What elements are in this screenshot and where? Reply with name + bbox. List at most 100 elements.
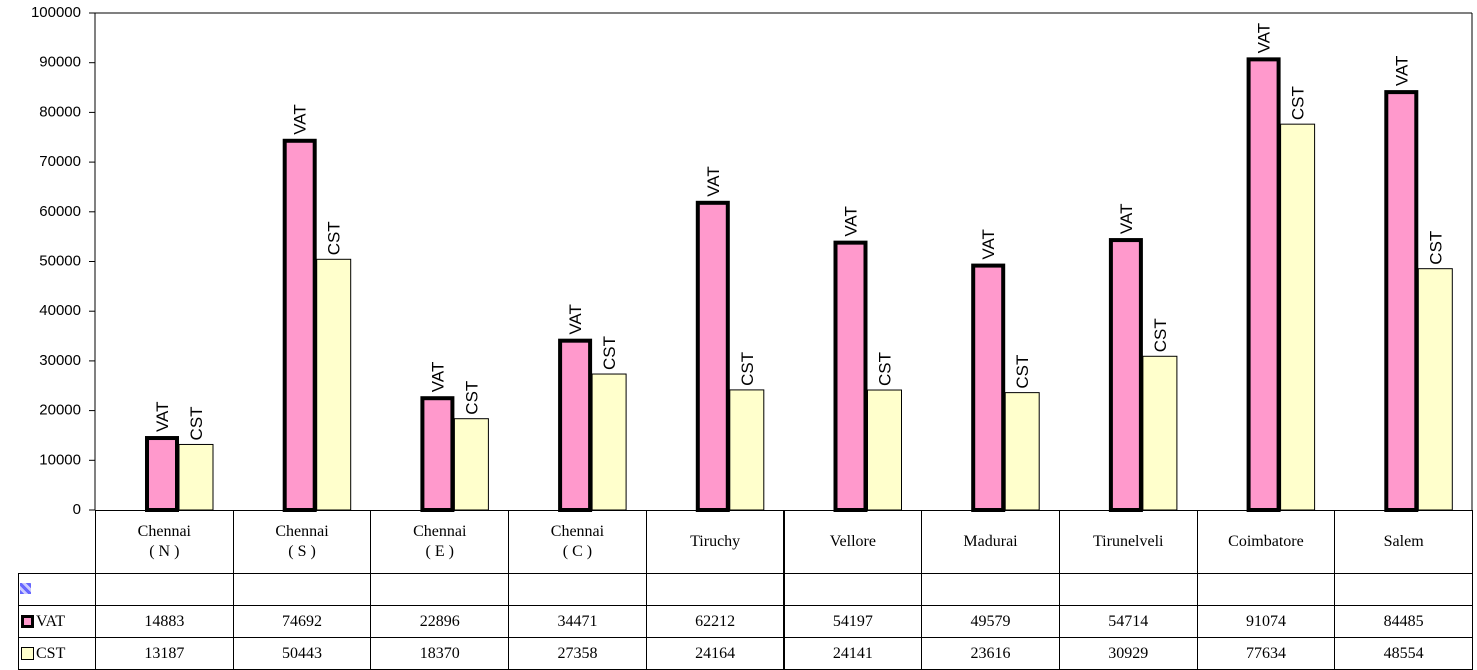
bar (558, 338, 593, 513)
bar (420, 396, 455, 512)
legend-cell: VAT (18, 605, 96, 638)
value-cell: 77634 (1196, 637, 1336, 670)
value-cell: 49579 (921, 605, 1060, 638)
blank-cell (783, 573, 923, 606)
bar (1004, 392, 1040, 511)
bar-label: CST (325, 221, 344, 255)
bar (1142, 355, 1178, 511)
category-cell: Chennai ( E ) (370, 510, 510, 574)
bar-label: CST (462, 381, 481, 415)
category-cell: Coimbatore (1196, 510, 1336, 574)
y-tick-label: 0 (73, 501, 81, 518)
bar (1384, 90, 1419, 512)
bar (453, 418, 489, 511)
value-cell: 34471 (508, 605, 647, 638)
value-cell: 62212 (645, 605, 785, 638)
bar (971, 263, 1006, 512)
y-tick-label: 40000 (39, 302, 81, 319)
bar (867, 389, 902, 511)
bar-label: CST (187, 406, 206, 440)
bar-label: VAT (153, 401, 172, 432)
blank-cell (1196, 573, 1336, 606)
value-cell: 18370 (370, 637, 510, 670)
y-tick-label: 30000 (39, 352, 81, 369)
value-cell: 50443 (232, 637, 372, 670)
legend-icon (20, 583, 31, 594)
category-cell: Tiruchy (645, 510, 785, 574)
bar-label: CST (600, 336, 619, 370)
bar-label: VAT (1117, 204, 1136, 235)
bar (695, 200, 730, 512)
bar-label: CST (1151, 318, 1170, 352)
bar (316, 258, 352, 511)
category-cell: Chennai ( C ) (508, 510, 647, 574)
bar-label: VAT (842, 206, 861, 237)
bar-label: CST (876, 352, 895, 386)
value-cell: 48554 (1334, 637, 1473, 670)
legend-label: VAT (36, 612, 66, 630)
bar-label: CST (1426, 231, 1445, 265)
value-cell: 74692 (232, 605, 372, 638)
legend-cell: CST (18, 637, 96, 670)
y-tick-label: 50000 (39, 252, 81, 269)
value-cell: 54714 (1058, 605, 1198, 638)
category-cell: Tirunelveli (1058, 510, 1198, 574)
legend-label: CST (36, 644, 66, 662)
y-tick-label: 80000 (39, 103, 81, 120)
blank-cell (645, 573, 785, 606)
y-tick-label: 60000 (39, 203, 81, 220)
value-cell: 22896 (370, 605, 510, 638)
y-tick-label: 10000 (39, 451, 81, 468)
value-cell: 27358 (508, 637, 647, 670)
y-tick-label: 100000 (31, 4, 81, 21)
y-tick-label: 70000 (39, 153, 81, 170)
category-cell: Salem (1334, 510, 1473, 574)
y-tick-label: 90000 (39, 54, 81, 71)
value-cell: 24141 (783, 637, 923, 670)
category-cell: Chennai ( S ) (232, 510, 372, 574)
blank-cell (508, 573, 647, 606)
bar (833, 240, 868, 513)
value-cell: 54197 (783, 605, 923, 638)
bar-label: VAT (1392, 56, 1411, 87)
y-tick-label: 20000 (39, 402, 81, 419)
bar (178, 443, 214, 511)
value-cell: 13187 (95, 637, 234, 670)
bar (591, 373, 627, 511)
bar-label: VAT (566, 304, 585, 335)
blank-cell (232, 573, 372, 606)
bar-label: VAT (704, 166, 723, 197)
legend-key (21, 647, 34, 660)
value-cell: 84485 (1334, 605, 1473, 638)
bar-label: VAT (428, 362, 447, 393)
bar (1246, 57, 1281, 513)
bar (282, 138, 317, 512)
bar-label: CST (1013, 355, 1032, 389)
blank-cell (921, 573, 1060, 606)
legend-key (21, 615, 34, 628)
value-cell: 91074 (1196, 605, 1336, 638)
bar-label: VAT (291, 104, 310, 135)
bar (1108, 238, 1143, 513)
value-cell: 24164 (645, 637, 785, 670)
bar-label: VAT (1255, 23, 1274, 54)
bar-label: VAT (979, 229, 998, 260)
bar (729, 389, 765, 511)
bar-label: CST (1289, 86, 1308, 120)
value-cell: 23616 (921, 637, 1060, 670)
category-cell: Vellore (783, 510, 923, 574)
value-cell: 30929 (1058, 637, 1198, 670)
category-cell: Chennai ( N ) (95, 510, 234, 574)
bar (1280, 123, 1316, 511)
value-cell: 14883 (95, 605, 234, 638)
bar (1417, 268, 1453, 511)
blank-cell (370, 573, 510, 606)
bar (145, 436, 179, 513)
blank-cell (1334, 573, 1473, 606)
bar-label: CST (738, 352, 757, 386)
category-cell: Madurai (921, 510, 1060, 574)
blank-cell (95, 573, 234, 606)
blank-cell (1058, 573, 1198, 606)
